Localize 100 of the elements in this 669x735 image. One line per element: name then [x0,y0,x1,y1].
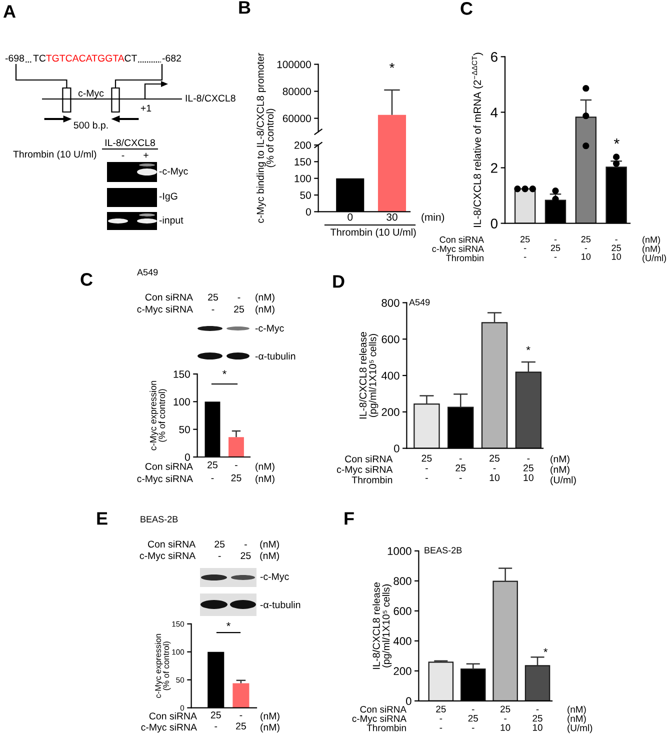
text: Con siRNA [360,706,406,713]
text: -IgG [159,192,178,202]
y-tick-label: 50 [300,192,311,199]
text: Thrombin [446,254,484,262]
text: CT [124,54,137,62]
text: c-Myc siRNA [140,552,196,562]
text: (min) [422,213,444,223]
x-tick-label: 25 - [208,461,218,480]
text: 25 [214,540,225,548]
text: c-Myc [78,90,104,99]
text: Con siRNA [440,236,484,243]
text: + [144,152,148,158]
chart-subtitle: BEAS-2B [424,547,462,554]
chart-title: C [80,273,93,286]
x-tick-label: - 25 10 [524,458,534,482]
text: 25 [240,552,251,560]
text: (nM) [550,455,570,464]
y-tick-label: 200 [394,667,412,676]
annotation: * [390,63,394,68]
y-tick-label: 150 [174,370,190,378]
y-tick-label: 200 [382,408,400,416]
y-tick-label: 600 [394,607,412,616]
y-tick-label: 400 [393,637,412,646]
text: 25 [208,294,218,301]
annotation: * [614,138,620,144]
text: TC [33,54,46,62]
x-axis-title: Thrombin (10 U/ml) [330,228,416,238]
text: c-Myc siRNA [336,466,393,475]
text: (nM) [568,706,586,715]
y-tick-label: 200 [294,142,311,149]
text: c-Myc siRNA [137,474,193,484]
text: (U/ml) [550,476,576,486]
x-tick-label: 30 [386,213,398,221]
text: -682 [162,54,181,62]
y-tick-label: 60000 [282,114,311,122]
text: c-Myc siRNA [432,245,484,254]
y-tick-label: 0 [406,697,412,706]
text: +1 [140,104,152,112]
text: -input [159,216,184,226]
y-tick-label: 4 [490,108,498,118]
x-tick-label: 25 - - [520,236,530,258]
text: -c-Myc [255,324,284,334]
annotation: * [526,346,530,350]
x-tick-label: 25 - 10 [500,706,510,731]
text: (nM) [260,552,279,562]
text: c-Myc siRNA [141,723,197,733]
y-axis-title: c-Myc expression (% of control) [154,634,171,698]
y-tick-label: 1000 [388,547,412,556]
text: c-Myc siRNA [352,715,406,724]
chart-subtitle: A549 [409,299,430,306]
text: (nM) [260,723,280,733]
x-tick-label: - 25 - [550,240,560,258]
text: 500 b.p. [74,121,108,131]
y-axis-title: c-Myc expression (% of control) [150,380,167,450]
x-tick-label: - 25 10 [612,240,621,260]
text: 25 [234,306,244,313]
x-tick-label: - 25 [236,715,246,730]
y-tick-label: 2 [491,163,498,173]
y-axis-title: c-Myc binding to IL-8/CXCL8 promoter (% of control) [256,52,276,223]
text: Con siRNA [149,712,197,720]
x-tick-label: - 25 - [456,458,466,479]
text: Con siRNA [145,293,193,301]
text: (U/ml) [642,254,666,263]
x-tick-label: 25 - - [422,454,432,479]
text: c-Myc siRNA [137,305,193,315]
chart-subtitle: BEAS-2B [140,516,178,522]
text: (nM) [260,712,280,722]
x-tick-label: 25 - [210,712,221,728]
chart-title: D [333,275,344,288]
y-tick-label: 100 [294,174,311,182]
text: (nM) [550,466,570,475]
y-tick-label: 80000 [282,88,311,96]
y-axis-title: IL-8/CXCL8 relative of mRNA (2$^{−ΔΔCT}$) [472,52,484,227]
text: (nM) [256,462,274,472]
y-tick-label: 100 [174,398,190,406]
text: Thrombin (10 U/ml) [13,150,96,160]
text: IL-8/CXCL8 [106,138,155,146]
text: (nM) [568,715,586,724]
text: (nM) [260,540,279,550]
x-tick-label: - 25 [231,465,242,482]
y-tick-label: 0 [306,208,311,216]
text: (U/ml) [568,724,592,734]
text: IL-8/CXCL8 [186,94,236,102]
x-tick-label: 25 - - [436,706,446,729]
chart-title: B [239,1,250,14]
chart-subtitle: A549 [137,269,158,276]
x-tick-label: 25 - 10 [581,236,591,260]
y-tick-label: 800 [382,298,400,307]
text: -c-Myc [159,168,188,177]
text: -α-tubulin [260,601,300,608]
text: (nM) [642,236,660,245]
text: - [244,544,247,546]
text: -α-tubulin [255,352,296,360]
chart-title: F [344,512,354,525]
y-tick-label: 0 [394,444,400,452]
y-axis-title: IL-8/CXCL8 release (pg/ml/1X10⁵ cells) [372,582,392,669]
y-tick-label: 6 [491,52,498,62]
y-tick-label: 150 [294,158,311,166]
x-tick-label: 25 - 10 [490,454,500,482]
y-axis-title: IL-8/CXCL8 release (pg/ml/1X10⁵ cells) [359,332,378,418]
